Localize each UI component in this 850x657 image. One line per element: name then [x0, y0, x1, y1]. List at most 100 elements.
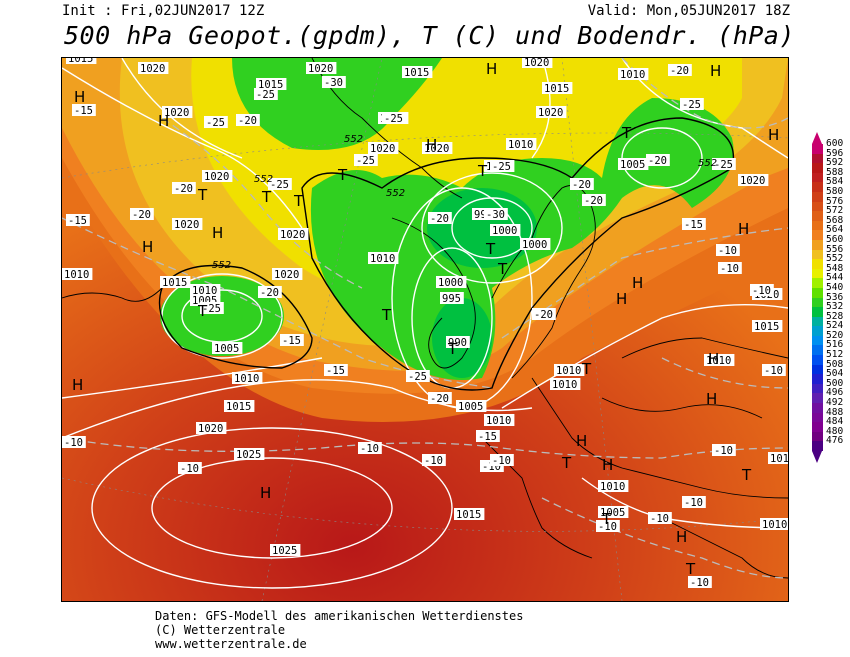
isobar-label: 1020	[162, 106, 193, 119]
svg-text:1010: 1010	[552, 379, 577, 391]
svg-text:-10: -10	[714, 445, 733, 457]
isobar-label: 1020	[738, 174, 769, 187]
svg-text:1020: 1020	[424, 143, 449, 155]
high-pressure-center: H	[260, 484, 271, 502]
svg-text:1015: 1015	[68, 58, 93, 65]
svg-text:-20: -20	[648, 155, 667, 167]
svg-text:-10: -10	[492, 455, 511, 467]
svg-text:-25: -25	[384, 113, 403, 125]
svg-text:-20: -20	[430, 393, 449, 405]
svg-text:1020: 1020	[140, 63, 165, 75]
map-canvas: 1020 1015 1015 1020 1015 1015 1020 1020 1020 1010…	[62, 58, 788, 601]
high-pressure-center: H	[486, 60, 497, 78]
svg-text:1005: 1005	[214, 343, 239, 355]
low-pressure-center: T	[197, 186, 208, 204]
data-source: Daten: GFS-Modell des amerikanischen Wet…	[155, 609, 524, 623]
legend-swatch	[812, 144, 823, 154]
isotherm-label: -25	[406, 370, 430, 383]
core-low-north	[427, 188, 537, 268]
svg-text:1020: 1020	[174, 219, 199, 231]
svg-text:1010: 1010	[706, 355, 731, 367]
svg-text:-10: -10	[64, 437, 83, 449]
legend-value: 592	[826, 157, 844, 169]
svg-text:1000: 1000	[438, 277, 463, 289]
svg-text:1020: 1020	[164, 107, 189, 119]
legend-swatch	[812, 355, 823, 365]
svg-text:-10: -10	[598, 521, 617, 533]
legend-swatch	[812, 307, 823, 317]
svg-text:-10: -10	[720, 263, 739, 275]
isobar-label: 1005	[598, 506, 629, 519]
legend-value: 512	[826, 349, 844, 361]
isotherm-label: -20	[172, 182, 196, 195]
legend-swatch	[812, 268, 823, 279]
low-pressure-center: T	[485, 240, 496, 258]
low-pressure-center: T	[741, 466, 752, 484]
legend-value: 520	[826, 329, 844, 341]
isotherm-label: -15	[682, 218, 706, 231]
legend-value: 568	[826, 214, 844, 226]
valid-time: Valid: Mon,05JUN2017 18Z	[587, 3, 790, 19]
isotherm-label: -10	[688, 576, 712, 589]
svg-text:1020: 1020	[538, 107, 563, 119]
svg-text:1020: 1020	[308, 63, 333, 75]
svg-text:-20: -20	[584, 195, 603, 207]
isotherm-label: -20	[428, 392, 452, 405]
legend-value: 544	[826, 272, 844, 284]
isotherm-label: -30	[484, 208, 508, 221]
geopotential-label: 552	[698, 158, 717, 169]
isotherm-label: -10	[178, 462, 202, 475]
isobar-label: 1010	[484, 414, 515, 427]
isobar-label: 1010	[550, 378, 581, 391]
svg-text:-10: -10	[684, 497, 703, 509]
legend-value: 560	[826, 233, 844, 245]
low-pressure-center: T	[581, 360, 592, 378]
high-pressure-center: H	[708, 350, 719, 368]
low-pressure-center: T	[477, 162, 488, 180]
isotherm-label: -10	[648, 512, 672, 525]
svg-text:1015: 1015	[754, 321, 779, 333]
footer: Daten: GFS-Modell des amerikanischen Wet…	[155, 609, 523, 651]
isotherm-label: -20	[428, 212, 452, 225]
isotherm-label: -20	[236, 114, 260, 127]
geopotential-label: 552	[386, 188, 405, 199]
legend-swatch	[812, 326, 823, 336]
svg-text:-15: -15	[684, 219, 703, 231]
isobar-label: 1020	[306, 62, 337, 75]
legend-bottom-arrow	[812, 451, 822, 464]
isotherm-label: -15	[476, 430, 500, 443]
svg-text:-20: -20	[238, 115, 257, 127]
legend-labels: 600 596 592 588 584 580 576 572 568 564 560 556 552 5…	[826, 139, 843, 446]
legend-swatch	[812, 431, 823, 442]
svg-text:1015: 1015	[404, 67, 429, 79]
isobar-label: 1020	[422, 142, 453, 155]
legend-value: 540	[826, 281, 844, 293]
isobar-label: 1025	[234, 448, 265, 461]
legend-value: 536	[826, 291, 844, 303]
geopotential-label: 552	[344, 134, 363, 145]
isotherm-label: -20	[646, 154, 670, 167]
legend-value: 596	[826, 147, 844, 159]
svg-text:-10: -10	[180, 463, 199, 475]
isotherm-label: -25	[254, 88, 278, 101]
legend-top-arrow	[812, 132, 822, 144]
isobar-label: 1015	[224, 400, 255, 413]
legend-value: 492	[826, 397, 844, 409]
isotherm-label: -10	[422, 454, 446, 467]
svg-text:-20: -20	[430, 213, 449, 225]
svg-text:1010: 1010	[620, 69, 645, 81]
legend-value: 564	[826, 224, 844, 236]
high-pressure-center: H	[738, 220, 749, 238]
legend-swatch	[812, 259, 823, 269]
svg-text:-15: -15	[478, 431, 497, 443]
isobar-label: 1015	[752, 320, 783, 333]
isotherm-label: -25	[382, 112, 406, 125]
high-pressure-center: H	[768, 126, 779, 144]
low-pressure-center: T	[197, 302, 208, 320]
low-pressure-center: T	[261, 188, 272, 206]
website: www.wetterzentrale.de	[155, 637, 307, 651]
geopotential-label: 552	[254, 174, 273, 185]
isotherm-label: -15	[280, 334, 304, 347]
svg-text:1010: 1010	[486, 415, 511, 427]
isobar-label: 1020	[536, 106, 567, 119]
